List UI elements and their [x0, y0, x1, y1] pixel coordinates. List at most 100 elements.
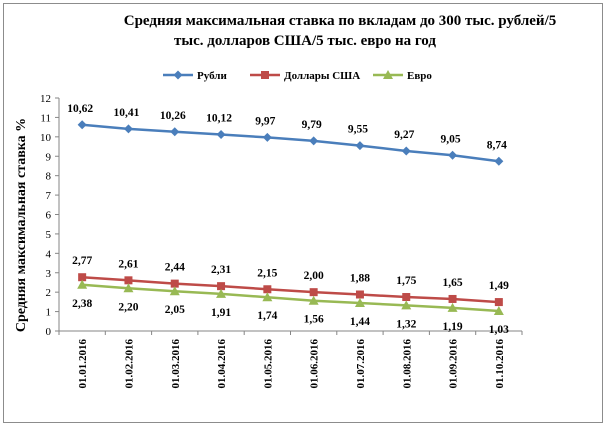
- x-tick-label: 01.01.2016: [77, 339, 89, 389]
- data-point: [402, 293, 411, 302]
- legend-entry-label: Евро: [407, 70, 432, 82]
- data-label: 2,31: [211, 264, 231, 276]
- data-label: 1,19: [442, 321, 462, 333]
- y-tick-label: 11: [40, 112, 51, 124]
- x-tick-label: 01.10.2016: [494, 339, 506, 389]
- x-tick-label: 01.04.2016: [216, 339, 228, 389]
- data-label: 1,56: [304, 314, 324, 326]
- data-point: [216, 130, 226, 140]
- data-point: [309, 288, 318, 297]
- series-layer: [77, 120, 504, 316]
- y-tick-label: 5: [46, 229, 52, 241]
- data-point: [262, 132, 272, 142]
- data-label: 2,44: [165, 262, 185, 274]
- x-tick-label: 01.09.2016: [448, 339, 460, 389]
- data-point: [354, 298, 365, 308]
- data-point: [401, 300, 412, 310]
- data-label: 1,03: [489, 324, 509, 336]
- data-point: [123, 124, 133, 134]
- data-label: 2,20: [118, 301, 138, 313]
- data-point: [493, 306, 504, 316]
- x-tick-label: 01.07.2016: [355, 339, 367, 389]
- data-point: [355, 141, 365, 151]
- data-label: 10,62: [67, 103, 93, 115]
- data-label: 2,15: [257, 267, 277, 279]
- data-label: 1,91: [211, 307, 231, 319]
- data-label: 2,61: [118, 258, 138, 270]
- chart-frame: [3, 3, 603, 423]
- data-point: [308, 295, 319, 305]
- y-tick-label: 2: [46, 287, 52, 299]
- x-tick-label: 01.02.2016: [123, 339, 135, 389]
- data-point: [494, 156, 504, 166]
- x-tick-label: 01.06.2016: [309, 339, 321, 389]
- data-label: 9,97: [255, 115, 275, 127]
- data-point: [170, 127, 180, 137]
- data-point: [124, 276, 133, 285]
- data-point: [383, 70, 393, 79]
- y-tick-label: 9: [46, 151, 52, 163]
- chart-title-line-2: тыс. долларов США/5 тыс. евро на год: [174, 33, 436, 49]
- x-tick-label: 01.05.2016: [262, 339, 274, 389]
- data-point: [78, 273, 87, 282]
- y-tick-label: 12: [40, 93, 51, 105]
- data-label: 10,12: [206, 113, 232, 125]
- x-tick-label: 01.03.2016: [170, 339, 182, 389]
- data-label: 2,05: [165, 304, 185, 316]
- data-label: 1,75: [396, 275, 416, 287]
- data-point: [77, 120, 87, 130]
- y-tick-label: 10: [40, 132, 52, 144]
- data-label: 1,88: [350, 272, 370, 284]
- data-point: [123, 283, 134, 293]
- data-point: [261, 71, 269, 79]
- data-point: [448, 294, 457, 303]
- data-label: 1,65: [442, 277, 462, 289]
- y-axis-label: Средняя максимальная ставка %: [14, 118, 29, 332]
- data-point: [216, 288, 227, 298]
- data-label: 10,41: [114, 107, 140, 119]
- y-tick-label: 6: [46, 210, 52, 222]
- data-point: [217, 282, 226, 291]
- data-label: 2,00: [304, 270, 324, 282]
- x-tick-label: 01.08.2016: [401, 339, 413, 389]
- y-tick-label: 8: [46, 171, 52, 183]
- data-labels-layer: 10,62 10,41 10,26 10,12 9,97 9,79 9,55 9,27 9,05…: [67, 103, 509, 336]
- data-point: [170, 279, 179, 288]
- data-point: [262, 292, 273, 302]
- legend-entry-label: Доллары США: [284, 70, 360, 82]
- data-point: [169, 286, 180, 296]
- series-line: [82, 275, 499, 304]
- data-point: [355, 290, 364, 299]
- y-tick-label: 0: [46, 326, 52, 338]
- chart-title-line-1: Средняя максимальная ставка по вкладам д…: [124, 13, 557, 29]
- data-point: [448, 150, 458, 160]
- data-label: 1,74: [257, 310, 277, 322]
- series-line: [82, 123, 500, 163]
- data-label: 9,79: [302, 119, 322, 131]
- data-point: [77, 279, 88, 289]
- y-tick-label: 3: [46, 268, 52, 280]
- data-label: 1,32: [396, 318, 416, 330]
- data-label: 2,77: [72, 255, 92, 267]
- data-point: [494, 298, 503, 307]
- data-label: 1,44: [350, 316, 370, 328]
- data-label: 9,05: [440, 133, 460, 145]
- series-line: [82, 283, 499, 313]
- legend-entry-label: Рубли: [197, 70, 227, 82]
- data-label: 8,74: [487, 139, 507, 151]
- data-point: [173, 70, 183, 80]
- data-label: 9,27: [394, 129, 414, 141]
- y-tick-label: 7: [46, 190, 52, 202]
- data-point: [401, 146, 411, 156]
- data-label: 9,55: [348, 124, 368, 136]
- data-label: 2,38: [72, 298, 92, 310]
- data-point: [263, 285, 272, 294]
- y-tick-label: 4: [46, 248, 52, 260]
- data-point: [309, 136, 319, 146]
- data-label: 10,26: [160, 110, 186, 122]
- y-tick-label: 1: [46, 307, 52, 319]
- data-point: [447, 302, 458, 312]
- data-label: 1,49: [489, 280, 509, 292]
